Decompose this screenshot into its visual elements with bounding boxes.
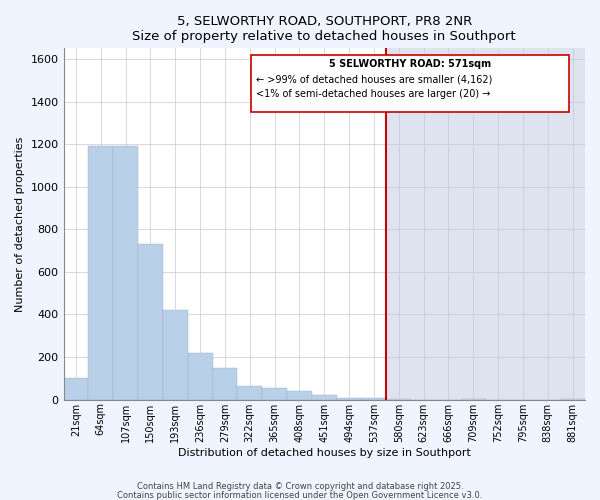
Bar: [262, 388, 287, 400]
Bar: [188, 353, 212, 400]
Bar: [287, 391, 312, 400]
Bar: [386, 48, 598, 400]
Bar: [461, 398, 485, 400]
Bar: [560, 398, 585, 400]
Bar: [64, 378, 88, 400]
Bar: [88, 146, 113, 400]
Bar: [362, 398, 386, 400]
Y-axis label: Number of detached properties: Number of detached properties: [15, 136, 25, 312]
Bar: [312, 396, 337, 400]
Bar: [386, 398, 411, 400]
Title: 5, SELWORTHY ROAD, SOUTHPORT, PR8 2NR
Size of property relative to detached hous: 5, SELWORTHY ROAD, SOUTHPORT, PR8 2NR Si…: [133, 15, 516, 43]
Text: Contains public sector information licensed under the Open Government Licence v3: Contains public sector information licen…: [118, 491, 482, 500]
Text: ← >99% of detached houses are smaller (4,162): ← >99% of detached houses are smaller (4…: [256, 74, 493, 85]
Bar: [163, 310, 188, 400]
Bar: [138, 244, 163, 400]
Bar: [113, 146, 138, 400]
FancyBboxPatch shape: [251, 56, 569, 112]
Text: <1% of semi-detached houses are larger (20) →: <1% of semi-detached houses are larger (…: [256, 88, 491, 99]
Text: Contains HM Land Registry data © Crown copyright and database right 2025.: Contains HM Land Registry data © Crown c…: [137, 482, 463, 491]
Bar: [238, 386, 262, 400]
Bar: [212, 368, 238, 400]
Text: 5 SELWORTHY ROAD: 571sqm: 5 SELWORTHY ROAD: 571sqm: [329, 59, 491, 69]
X-axis label: Distribution of detached houses by size in Southport: Distribution of detached houses by size …: [178, 448, 471, 458]
Bar: [337, 398, 362, 400]
